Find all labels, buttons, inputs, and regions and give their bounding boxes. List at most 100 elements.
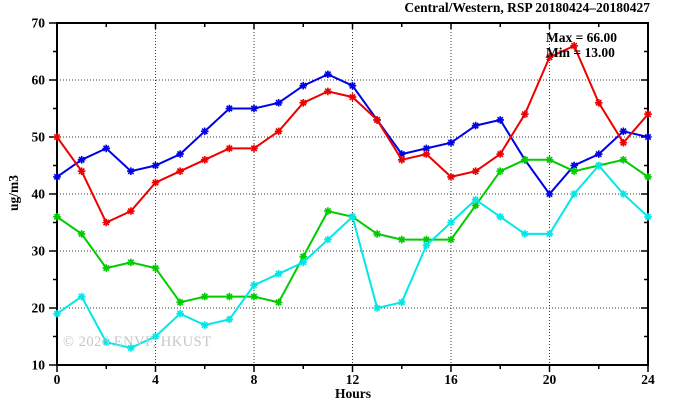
series-red-marker bbox=[127, 207, 135, 215]
series-blue-marker bbox=[53, 173, 61, 181]
series-red-marker bbox=[274, 127, 283, 136]
series-green-marker bbox=[299, 252, 308, 261]
watermark: © 2026 ENVF, HKUST bbox=[63, 334, 212, 350]
series-green-marker bbox=[619, 156, 628, 164]
series-cyan-marker bbox=[619, 190, 628, 198]
y-tick-label: 30 bbox=[32, 244, 46, 259]
series-cyan-marker bbox=[102, 338, 111, 346]
series-red bbox=[53, 42, 652, 227]
series-red-marker bbox=[250, 144, 258, 153]
series-green-marker bbox=[471, 201, 480, 210]
series-cyan bbox=[53, 161, 652, 352]
series-cyan-marker bbox=[422, 241, 431, 250]
series-cyan-marker bbox=[397, 298, 406, 307]
series-red-marker bbox=[422, 150, 431, 158]
x-tick-label: 20 bbox=[543, 372, 557, 387]
series-red-marker bbox=[545, 53, 554, 61]
x-tick-label: 8 bbox=[251, 372, 258, 387]
series-blue-marker bbox=[225, 104, 234, 113]
max-annotation: Max = 66.00 bbox=[546, 30, 618, 45]
series-blue-marker bbox=[644, 133, 652, 141]
series-red-marker bbox=[471, 167, 480, 175]
series-green-marker bbox=[397, 235, 406, 244]
series-cyan-marker bbox=[594, 161, 603, 170]
max-min-annotation: Max = 66.00 Min = 13.00 bbox=[546, 30, 617, 60]
series-green-marker bbox=[545, 156, 554, 164]
y-tick-label: 60 bbox=[32, 73, 46, 88]
series-cyan-marker bbox=[77, 292, 86, 301]
series-blue-marker bbox=[447, 138, 455, 147]
series-blue-marker bbox=[545, 190, 554, 198]
series-green-marker bbox=[127, 258, 135, 267]
series-red-marker bbox=[225, 144, 234, 153]
min-annotation: Min = 13.00 bbox=[546, 45, 615, 60]
series-green-marker bbox=[53, 213, 61, 221]
series-red-marker bbox=[299, 99, 308, 107]
series-green-marker bbox=[496, 167, 505, 175]
series-green-marker bbox=[447, 235, 455, 244]
y-tick-labels: 10 20 30 40 50 60 70 bbox=[32, 16, 46, 373]
y-tick-label: 70 bbox=[32, 16, 46, 31]
x-tick-label: 24 bbox=[641, 372, 655, 387]
x-tick-label: 12 bbox=[346, 372, 360, 387]
series-blue-marker bbox=[299, 81, 308, 90]
y-tick-label: 40 bbox=[32, 187, 46, 202]
series-blue bbox=[53, 70, 652, 198]
series-blue-marker bbox=[619, 127, 628, 136]
series-cyan-marker bbox=[250, 281, 258, 289]
series-red-marker bbox=[644, 110, 652, 118]
series-blue-marker bbox=[250, 104, 258, 113]
series-cyan-marker bbox=[53, 309, 61, 318]
series-red-marker bbox=[200, 156, 209, 164]
series-red-marker bbox=[373, 116, 381, 124]
x-tick-label: 0 bbox=[54, 372, 61, 387]
series-cyan-marker bbox=[496, 213, 505, 221]
series-blue-marker bbox=[348, 81, 357, 90]
series-cyan-marker bbox=[176, 309, 184, 318]
series-red-marker bbox=[176, 167, 184, 175]
series-cyan-marker bbox=[644, 213, 652, 221]
series-cyan-marker bbox=[324, 235, 332, 244]
series-green-marker bbox=[151, 264, 160, 272]
series-red-marker bbox=[324, 87, 332, 96]
series-cyan-marker bbox=[447, 218, 455, 227]
series-green-marker bbox=[324, 207, 332, 215]
series-blue-marker bbox=[324, 70, 332, 79]
y-tick-label: 10 bbox=[32, 358, 46, 373]
series-green-marker bbox=[644, 173, 652, 181]
series-cyan-marker bbox=[348, 213, 357, 221]
series-red-marker bbox=[348, 93, 357, 101]
series-cyan-marker bbox=[274, 270, 283, 278]
series-red-marker bbox=[521, 110, 529, 118]
chart-title: Central/Western, RSP 20180424–20180427 bbox=[404, 0, 650, 15]
series-blue-marker bbox=[274, 99, 283, 107]
series-blue-marker bbox=[151, 161, 160, 170]
series-green-marker bbox=[176, 298, 184, 307]
series-red-marker bbox=[594, 99, 603, 107]
series-cyan-marker bbox=[127, 344, 135, 352]
series-blue-marker bbox=[471, 121, 480, 130]
x-tick-label: 4 bbox=[152, 372, 159, 387]
series-red-marker bbox=[53, 133, 61, 141]
y-axis-label: ug/m3 bbox=[6, 175, 21, 212]
axis-ticks bbox=[49, 22, 649, 372]
series-red-marker bbox=[102, 218, 111, 227]
series-green-marker bbox=[200, 292, 209, 301]
series-red-marker bbox=[151, 178, 160, 187]
series-blue-marker bbox=[176, 150, 184, 158]
series-red-marker bbox=[447, 173, 455, 181]
series-red-marker bbox=[619, 138, 628, 147]
series-green-marker bbox=[373, 230, 381, 238]
series-cyan-marker bbox=[521, 230, 529, 238]
series-blue-marker bbox=[127, 167, 135, 175]
series-green-marker bbox=[250, 292, 258, 301]
series-green-marker bbox=[225, 292, 234, 301]
series-green-marker bbox=[102, 264, 111, 272]
series-blue-marker bbox=[397, 150, 406, 158]
x-tick-label: 16 bbox=[444, 372, 458, 387]
series-blue-marker bbox=[77, 156, 86, 164]
series-green-marker bbox=[570, 167, 578, 175]
series-cyan-marker bbox=[373, 304, 381, 312]
y-tick-label: 50 bbox=[32, 130, 46, 145]
series-cyan-marker bbox=[570, 190, 578, 198]
